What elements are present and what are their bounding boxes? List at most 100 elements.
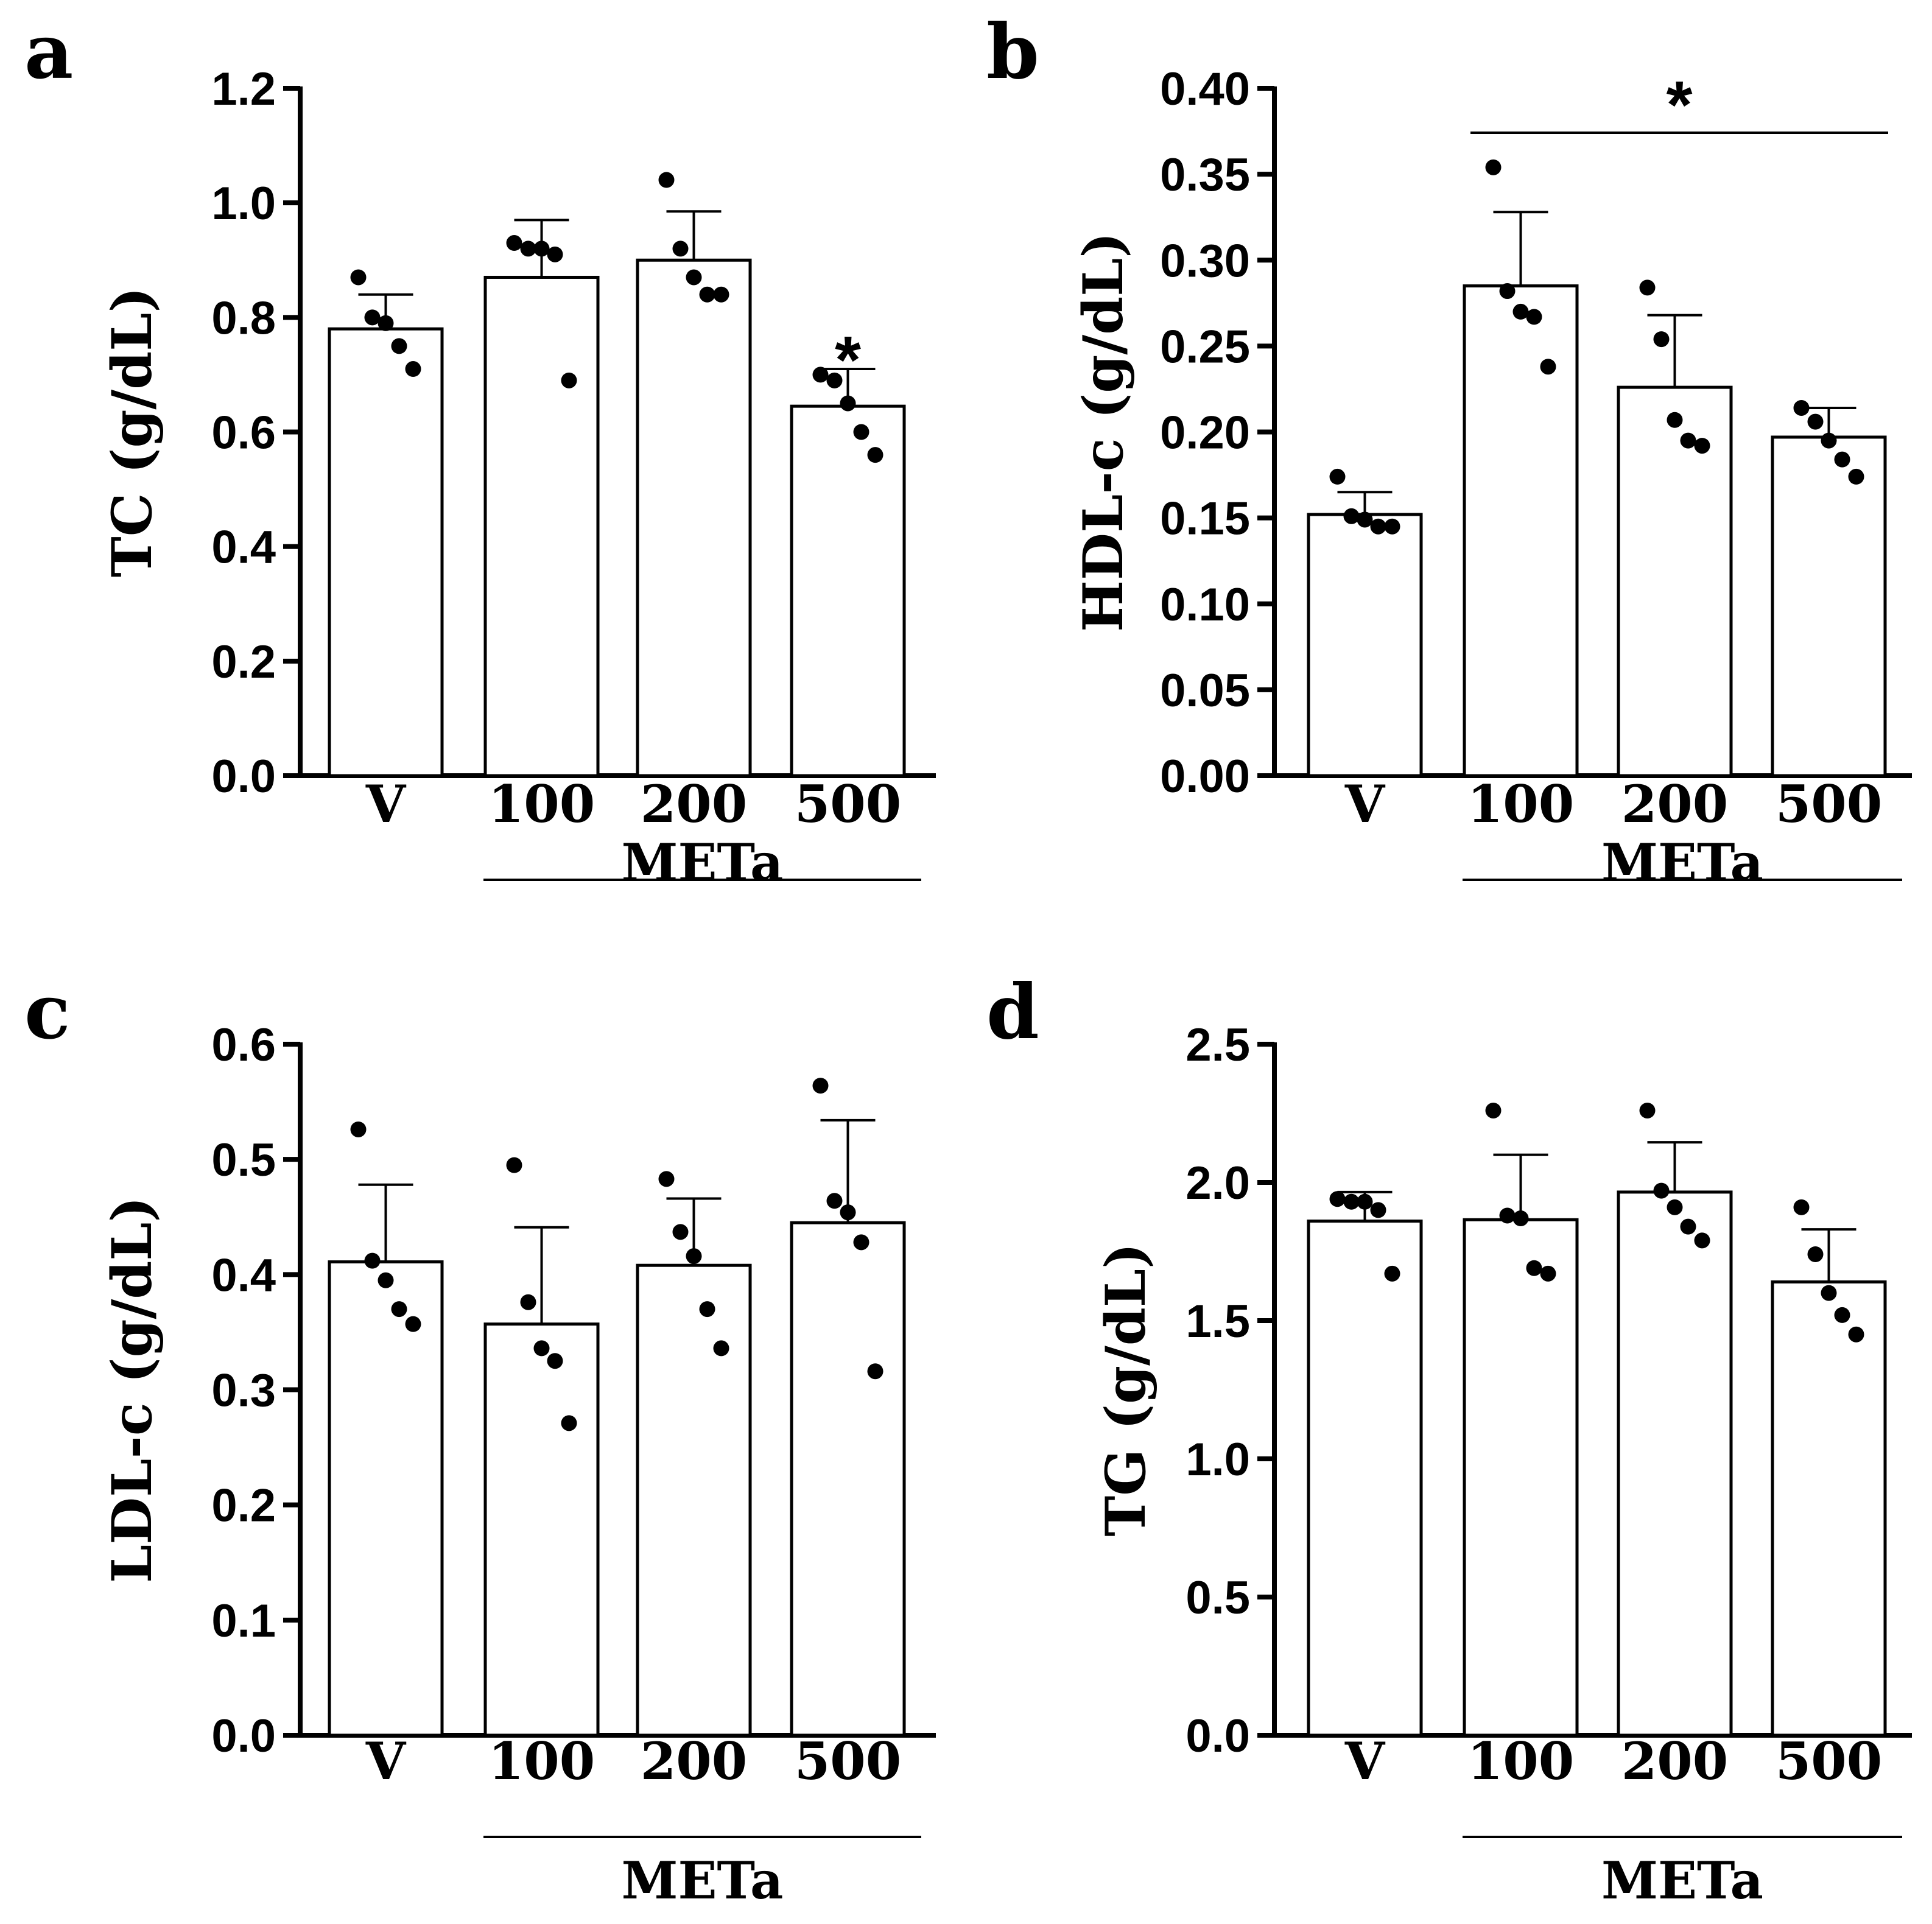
panel-c-data-point bbox=[547, 1353, 563, 1369]
panel-d-y-tick-label: 2.5 bbox=[1186, 1019, 1250, 1071]
panel-c-data-point bbox=[520, 1294, 536, 1310]
panel-c-category-label: 100 bbox=[488, 1731, 595, 1791]
panel-b-data-point bbox=[1807, 413, 1824, 430]
panel-b-data-point bbox=[1384, 518, 1400, 535]
panel-c-category-label: V bbox=[365, 1731, 407, 1791]
panel-a-y-tick-label: 0.0 bbox=[211, 751, 276, 802]
panel-b-significance-mark: * bbox=[1667, 68, 1693, 142]
panel-c-category-label: 200 bbox=[641, 1731, 747, 1791]
panel-b-bar bbox=[1463, 284, 1579, 778]
panel-b-y-tick-label: 0.10 bbox=[1160, 579, 1250, 631]
panel-b-data-point bbox=[1694, 438, 1710, 454]
panel-b-data-point bbox=[1526, 309, 1542, 325]
panel-d-y-axis-title: TG (g/dL) bbox=[1094, 1243, 1158, 1536]
panel-b-data-point bbox=[1848, 468, 1864, 485]
panel-c-bar bbox=[483, 1322, 600, 1737]
panel-d-data-point bbox=[1512, 1210, 1529, 1227]
panel-d-data-point bbox=[1343, 1193, 1360, 1210]
panel-b-y-tick-label: 0.20 bbox=[1160, 407, 1250, 459]
panel-a-y-tick-label: 0.4 bbox=[211, 522, 276, 574]
panel-a-data-point bbox=[867, 447, 883, 463]
panel-c-data-point bbox=[506, 1157, 522, 1173]
panel-a-y-tick-label: 0.6 bbox=[211, 407, 276, 459]
panel-a-data-point bbox=[533, 240, 550, 257]
panel-a-y-tick-label: 0.2 bbox=[211, 636, 276, 688]
panel-a-data-point bbox=[840, 395, 856, 412]
panel-b-bar bbox=[1771, 435, 1887, 778]
panel-c-data-point bbox=[658, 1171, 675, 1187]
panel-c-bar bbox=[328, 1260, 444, 1737]
panel-c-data-point bbox=[853, 1234, 869, 1251]
panel-d-data-point bbox=[1667, 1199, 1683, 1215]
panel-a-category-label: V bbox=[365, 774, 407, 834]
panel-b-data-point bbox=[1540, 359, 1556, 375]
panel-d-letter: d bbox=[986, 968, 1039, 1056]
panel-a-data-point bbox=[658, 172, 675, 188]
panel-a-group-label: METa bbox=[622, 832, 784, 893]
panel-a-y-tick-label: 1.2 bbox=[211, 63, 276, 115]
panel-d-data-point bbox=[1526, 1260, 1542, 1276]
panel-d-category-label: V bbox=[1344, 1731, 1386, 1791]
panel-a-data-point bbox=[547, 246, 563, 262]
panel-a-data-point bbox=[826, 372, 843, 388]
panel-c-data-point bbox=[826, 1193, 843, 1209]
panel-d-bar bbox=[1617, 1190, 1733, 1737]
panel-b-data-point bbox=[1499, 283, 1516, 300]
panel-d-data-point bbox=[1639, 1102, 1656, 1118]
panel-a-significance-mark: * bbox=[835, 323, 861, 398]
panel-b-data-point bbox=[1512, 303, 1529, 320]
panel-a-data-point bbox=[561, 372, 577, 388]
panel-c-data-point bbox=[405, 1316, 421, 1332]
panel-c-y-tick-label: 0.0 bbox=[211, 1710, 276, 1762]
panel-b-data-point bbox=[1343, 508, 1360, 524]
panel-d-y-tick-label: 0.0 bbox=[1186, 1710, 1250, 1762]
panel-d-category-label: 100 bbox=[1467, 1731, 1574, 1791]
panel-d-bar bbox=[1307, 1220, 1423, 1737]
panel-c-data-point bbox=[391, 1301, 407, 1318]
panel-c-letter: c bbox=[24, 968, 71, 1056]
panel-c-bar bbox=[790, 1221, 906, 1737]
panel-c-y-axis-title: LDL-c (g/dL) bbox=[100, 1196, 164, 1583]
panel-d-category-label: 500 bbox=[1776, 1731, 1882, 1791]
panel-a-data-point bbox=[853, 424, 869, 440]
panel-a-data-point bbox=[713, 286, 729, 303]
panel-c-data-point bbox=[378, 1272, 394, 1288]
panel-c-data-point bbox=[672, 1224, 689, 1240]
panel-b-data-point bbox=[1821, 432, 1837, 449]
panel-c-data-point bbox=[812, 1078, 829, 1094]
panel-a-data-point bbox=[506, 235, 522, 251]
panel-b-data-point bbox=[1639, 279, 1656, 296]
panel-b-y-tick-label: 0.00 bbox=[1160, 751, 1250, 802]
panel-a-y-tick-label: 0.8 bbox=[211, 292, 276, 344]
panel-d-data-point bbox=[1370, 1202, 1386, 1218]
panel-b-category-label: 200 bbox=[1621, 774, 1728, 834]
panel-c-data-point bbox=[713, 1340, 729, 1357]
panel-c-y-tick-label: 0.3 bbox=[211, 1365, 276, 1417]
panel-b-data-point bbox=[1667, 412, 1683, 428]
panel-d-group-label: METa bbox=[1601, 1850, 1763, 1911]
panel-d-data-point bbox=[1834, 1307, 1850, 1323]
panel-c-data-point bbox=[699, 1301, 715, 1318]
panel-a-bar bbox=[483, 275, 600, 778]
panel-d-data-point bbox=[1694, 1232, 1710, 1249]
panel-d-category-label: 200 bbox=[1621, 1731, 1728, 1791]
panel-d-data-point bbox=[1384, 1265, 1400, 1282]
panel-a-bar bbox=[790, 404, 906, 778]
panel-b-y-tick-label: 0.05 bbox=[1160, 665, 1250, 717]
panel-d-data-point bbox=[1499, 1207, 1516, 1224]
panel-b-category-label: 100 bbox=[1467, 774, 1574, 834]
panel-c-y-tick-label: 0.2 bbox=[211, 1480, 276, 1532]
panel-d-data-point bbox=[1329, 1191, 1346, 1207]
panel-b-y-axis-title: HDL-c (g/dL) bbox=[1071, 232, 1136, 632]
panel-d-data-point bbox=[1540, 1265, 1556, 1282]
panel-c-data-point bbox=[867, 1363, 883, 1380]
panel-b-y-tick-label: 0.15 bbox=[1160, 493, 1250, 545]
panel-c-data-point bbox=[840, 1204, 856, 1221]
panel-b-letter: b bbox=[986, 8, 1039, 96]
panel-c-data-point bbox=[364, 1252, 381, 1269]
panel-b-y-tick-label: 0.25 bbox=[1160, 321, 1250, 373]
panel-d-data-point bbox=[1807, 1246, 1824, 1263]
panel-b-data-point bbox=[1329, 468, 1346, 485]
panel-a-category-label: 500 bbox=[795, 774, 901, 834]
